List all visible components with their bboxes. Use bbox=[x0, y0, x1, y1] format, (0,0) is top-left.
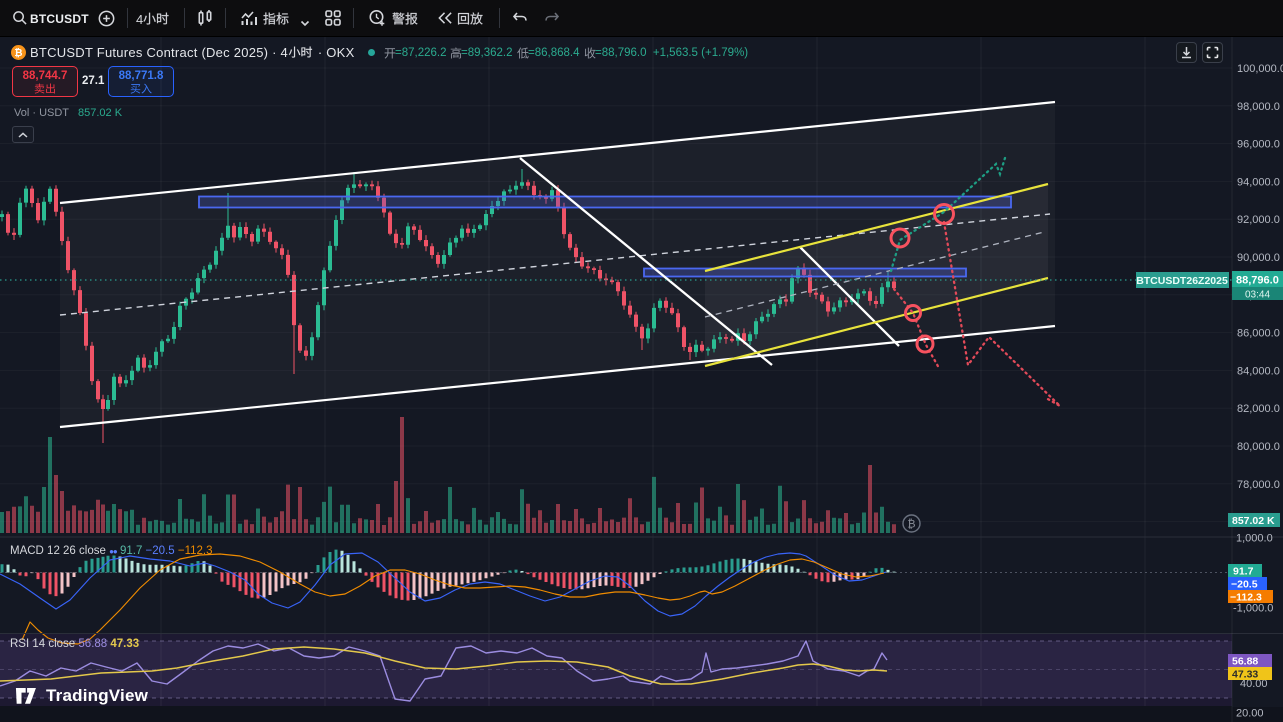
svg-text:88,796.0: 88,796.0 bbox=[1236, 275, 1279, 287]
svg-text:−112.3: −112.3 bbox=[1230, 592, 1262, 604]
svg-text:86,000.0: 86,000.0 bbox=[1237, 328, 1280, 340]
svg-text:56.88: 56.88 bbox=[1232, 656, 1258, 668]
svg-text:94,000.0: 94,000.0 bbox=[1237, 176, 1280, 188]
svg-text:82,000.0: 82,000.0 bbox=[1237, 403, 1280, 415]
svg-text:-1,000.0: -1,000.0 bbox=[1233, 603, 1273, 615]
svg-text:98,000.0: 98,000.0 bbox=[1237, 101, 1280, 113]
svg-text:91.7: 91.7 bbox=[1233, 566, 1254, 578]
svg-text:₿: ₿ bbox=[907, 519, 915, 531]
svg-text:80,000.0: 80,000.0 bbox=[1237, 441, 1280, 453]
svg-text:1,000.0: 1,000.0 bbox=[1236, 533, 1273, 545]
svg-text:100,000.0: 100,000.0 bbox=[1237, 63, 1283, 75]
svg-text:40.00: 40.00 bbox=[1240, 678, 1268, 690]
svg-text:92,000.0: 92,000.0 bbox=[1237, 214, 1280, 226]
svg-text:20.00: 20.00 bbox=[1236, 708, 1264, 720]
svg-text:03:44: 03:44 bbox=[1245, 290, 1270, 301]
svg-text:84,000.0: 84,000.0 bbox=[1237, 365, 1280, 377]
svg-text:BTCUSDT26Z2025: BTCUSDT26Z2025 bbox=[1136, 275, 1228, 287]
svg-text:857.02 K: 857.02 K bbox=[1232, 515, 1275, 527]
svg-text:90,000.0: 90,000.0 bbox=[1237, 252, 1280, 264]
svg-text:47.33: 47.33 bbox=[1232, 669, 1258, 681]
svg-text:₿: ₿ bbox=[14, 47, 22, 59]
svg-text:96,000.0: 96,000.0 bbox=[1237, 139, 1280, 151]
svg-text:78,000.0: 78,000.0 bbox=[1237, 479, 1280, 491]
svg-text:−20.5: −20.5 bbox=[1231, 579, 1258, 591]
